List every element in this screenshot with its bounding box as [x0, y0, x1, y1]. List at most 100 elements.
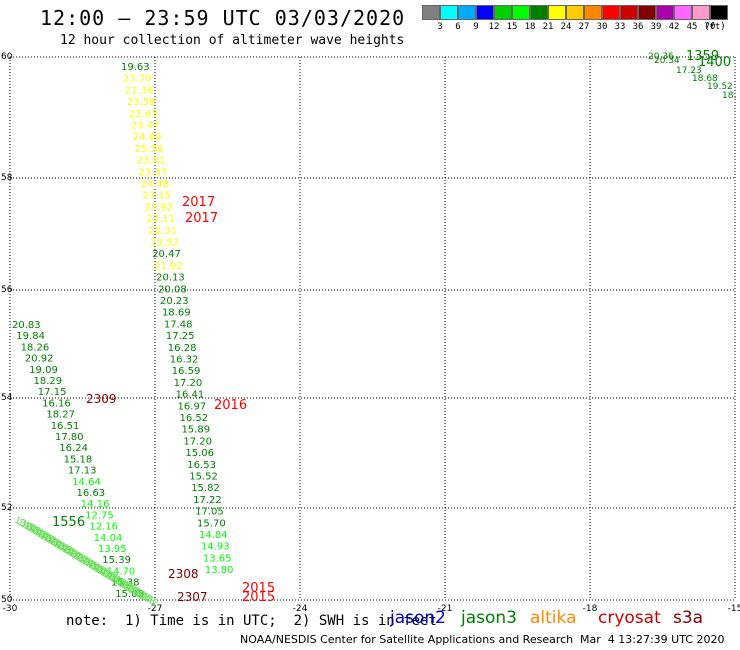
colorbar-tick-label: 9	[473, 22, 479, 32]
colorbar-swatch	[476, 5, 494, 20]
colorbar-tick-label: 70	[704, 22, 716, 32]
wave-height-value: 22.63	[129, 109, 158, 120]
wave-height-value: 19.63	[121, 62, 150, 73]
wave-height-value: 22.11	[146, 214, 175, 225]
longitude-label: -30	[3, 604, 18, 614]
satellite-legend-item: altika	[530, 608, 577, 628]
wave-height-value: 23.15	[142, 191, 171, 202]
altimeter-tracks: 19.6323.7921.3623.5822.6323.4724.6025.56…	[12, 49, 736, 609]
pass-time-label: 2015	[242, 590, 275, 605]
wave-height-value: 18.26	[21, 342, 50, 353]
wave-height-value: 23.58	[127, 97, 156, 108]
pass-time-label: 1556	[52, 515, 85, 530]
wave-height-value: 16.52	[180, 413, 209, 424]
satellite-legend-item: jason3	[461, 608, 517, 628]
colorbar-swatch	[674, 5, 692, 20]
wave-height-value: 17.25	[166, 331, 195, 342]
colorbar-swatch	[584, 5, 602, 20]
wave-height-value: 16.28	[168, 343, 197, 354]
wave-height-value: 19.52	[707, 82, 733, 92]
map-grid	[9, 56, 736, 601]
map-axes: 60 58 56 54 52 50-30 -27 -24 -21 -18 -15	[1, 52, 740, 614]
wave-height-value: 17.15	[38, 387, 67, 398]
wave-height-value: 15.09	[115, 589, 144, 600]
wave-height-value: 16.53	[187, 460, 216, 471]
colorbar-swatch	[440, 5, 458, 20]
wave-height-value: 13.65	[203, 553, 232, 564]
colorbar-tick-label: 3	[437, 22, 443, 32]
colorbar-unit: (ft)	[704, 22, 726, 32]
wave-height-value: 19.09	[29, 365, 58, 376]
colorbar-tick-label: 15	[506, 22, 518, 32]
pass-time-label: 2016	[214, 398, 247, 413]
wave-height-value: 21.36	[125, 85, 154, 96]
pass-time-label: 2309	[86, 392, 117, 406]
generation-timestamp: Mar 4 13:27:39 UTC 2020	[580, 633, 725, 646]
wave-height-value: 20.83	[12, 320, 41, 331]
colorbar-tick-label: 45	[686, 22, 698, 32]
colorbar-swatch	[512, 5, 530, 20]
wave-height-value: 23.61	[137, 156, 166, 167]
colorbar-tick-label: 24	[560, 22, 572, 32]
wave-height-value: 20.47	[152, 249, 181, 260]
wave-height-value: 16.32	[170, 355, 199, 366]
wave-height-value: 20.92	[25, 354, 54, 365]
colorbar-swatch	[422, 5, 440, 20]
wave-height-value: 14.93	[201, 542, 230, 553]
wave-height-value: 18.68	[692, 74, 718, 84]
wave-height-value: 16.41	[176, 390, 205, 401]
wave-height-value: 20.08	[158, 284, 187, 295]
colorbar-tick-label: 12	[488, 22, 500, 32]
wave-height-value: 12.75	[85, 510, 114, 521]
colorbar-swatch	[638, 5, 656, 20]
wave-height-value: 13.95	[98, 544, 127, 555]
credit-text: NOAA/NESDIS Center for Satellite Applica…	[240, 633, 574, 646]
pass-time-label: 2307	[177, 590, 208, 604]
wave-height-value: 17.80	[55, 432, 84, 443]
wave-height-value: 23.47	[131, 121, 160, 132]
wave-height-value: 16.59	[172, 366, 201, 377]
wave-height-value: 25.56	[135, 144, 164, 155]
footer-note: note: 1) Time is in UTC; 2) SWH is in fe…	[66, 613, 437, 629]
wave-height-value: 17.22	[193, 495, 222, 506]
wave-height-value: 15.82	[191, 483, 220, 494]
wave-height-value: 13.80	[205, 565, 234, 576]
wave-height-value: 23.37	[139, 167, 168, 178]
colorbar-swatch	[656, 5, 674, 20]
colorbar-swatch	[566, 5, 584, 20]
wave-height-value: 14.04	[94, 533, 123, 544]
satellite-legend-item: s3a	[673, 608, 704, 628]
wave-height-value: 24.60	[133, 132, 162, 143]
colorbar-swatch	[620, 5, 638, 20]
wave-height-value: 20.23	[160, 296, 189, 307]
pass-time-label: 1400	[698, 55, 731, 70]
wave-height-value: 20.13	[156, 273, 185, 284]
wave-height-value: 23.79	[123, 74, 152, 85]
wave-height-value: 17.20	[174, 378, 203, 389]
wave-height-value: 14.84	[199, 530, 228, 541]
wave-height-value: 21.92	[154, 261, 183, 272]
wave-height-value: 17.20	[183, 436, 212, 447]
wave-height-value: 15.70	[197, 518, 226, 529]
wave-height-value: 18.27	[46, 410, 75, 421]
wave-height-value: 14.64	[72, 477, 101, 488]
colorbar-swatch	[494, 5, 512, 20]
wave-height-value: 18.29	[34, 376, 63, 387]
latitude-label: 50	[1, 595, 13, 605]
dense-track-cluster: 13.814.213.814.213.814.213.814.213.814.2…	[13, 516, 160, 610]
colorbar-tick-label: 18	[524, 22, 536, 32]
wave-height-value: 15.38	[111, 578, 140, 589]
latitude-label: 52	[1, 503, 12, 513]
wave-height-value: 17.05	[195, 507, 224, 518]
wave-height-value: 22.31	[148, 226, 177, 237]
wave-height-value: 18.	[722, 91, 736, 101]
wave-height-value: 14.70	[107, 566, 136, 577]
longitude-label: -27	[148, 604, 163, 614]
wave-height-value: 15.18	[64, 454, 93, 465]
longitude-label: -24	[293, 604, 308, 614]
wave-height-value: 24.48	[141, 179, 170, 190]
wave-height-value: 17.13	[68, 466, 97, 477]
pass-time-label: 2015	[242, 581, 275, 596]
wave-height-value: 23.92	[144, 202, 173, 213]
